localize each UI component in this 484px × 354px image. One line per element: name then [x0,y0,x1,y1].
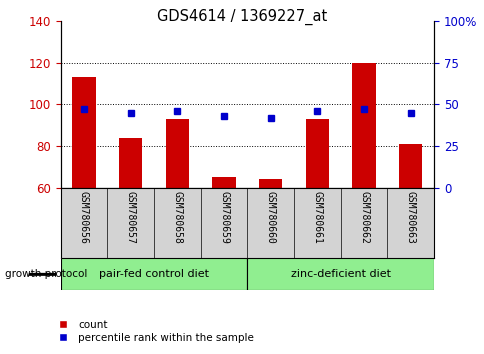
Text: GSM780662: GSM780662 [358,191,368,244]
Text: GSM780661: GSM780661 [312,191,322,244]
Bar [352,63,375,188]
Text: GSM780659: GSM780659 [219,191,228,244]
Text: zinc-deficient diet: zinc-deficient diet [290,269,390,279]
Bar [212,177,235,188]
Text: GSM780663: GSM780663 [405,191,415,244]
Bar [398,144,422,188]
Text: GSM780658: GSM780658 [172,191,182,244]
Text: GSM780660: GSM780660 [265,191,275,244]
Bar [72,78,95,188]
Text: pair-fed control diet: pair-fed control diet [99,269,209,279]
Bar [119,138,142,188]
FancyArrow shape [29,272,62,276]
Text: GSM780657: GSM780657 [125,191,136,244]
Bar [258,179,282,188]
Text: GDS4614 / 1369227_at: GDS4614 / 1369227_at [157,9,327,25]
Bar [247,258,433,290]
Bar [305,119,328,188]
Text: growth protocol: growth protocol [5,269,87,279]
Bar [60,258,247,290]
Bar [166,119,189,188]
Legend: count, percentile rank within the sample: count, percentile rank within the sample [49,315,257,347]
Text: GSM780656: GSM780656 [79,191,89,244]
